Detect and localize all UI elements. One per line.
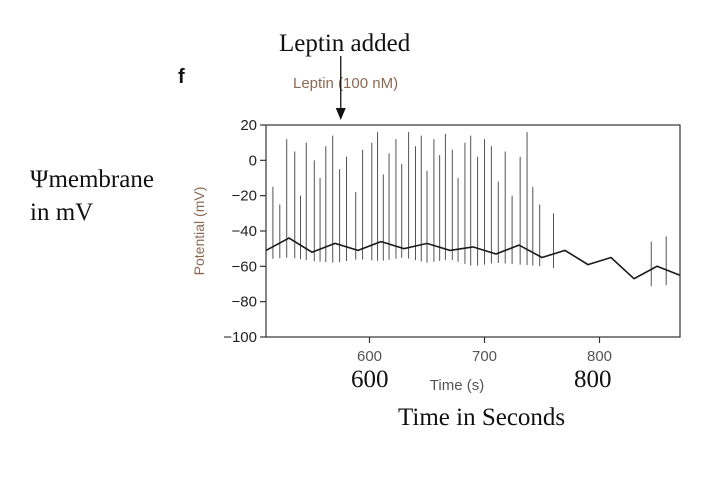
x-axis-label: Time (s) (430, 377, 484, 394)
y-tick-label: 20 (240, 117, 257, 134)
panel-letter: f (178, 66, 185, 88)
y-annotation-line1: Ψmembrane (30, 166, 154, 193)
y-annotation-line2: in mV (30, 199, 94, 226)
y-tick-label: 0 (249, 152, 257, 169)
y-tick-label: −20 (232, 188, 257, 205)
x-tick-label: 700 (472, 348, 497, 365)
x-annotation-bottom: Time in Seconds (398, 404, 566, 431)
y-axis-label: Potential (mV) (191, 187, 207, 276)
y-tick-label: −40 (232, 223, 257, 240)
x-tick-label: 600 (357, 348, 382, 365)
x-annotation-600: 600 (351, 366, 389, 393)
event-label: Leptin (100 nM) (293, 75, 398, 92)
plot-frame (265, 124, 681, 338)
y-tick-label: −100 (223, 329, 257, 346)
x-annotation-800: 800 (574, 366, 612, 393)
event-arrow-head (335, 108, 346, 120)
leptin-added-annotation: Leptin added (279, 30, 411, 57)
x-tick-label: 800 (587, 348, 612, 365)
potential-trace (265, 237, 681, 280)
y-tick-label: −80 (232, 294, 257, 311)
y-tick-label: −60 (232, 258, 257, 275)
